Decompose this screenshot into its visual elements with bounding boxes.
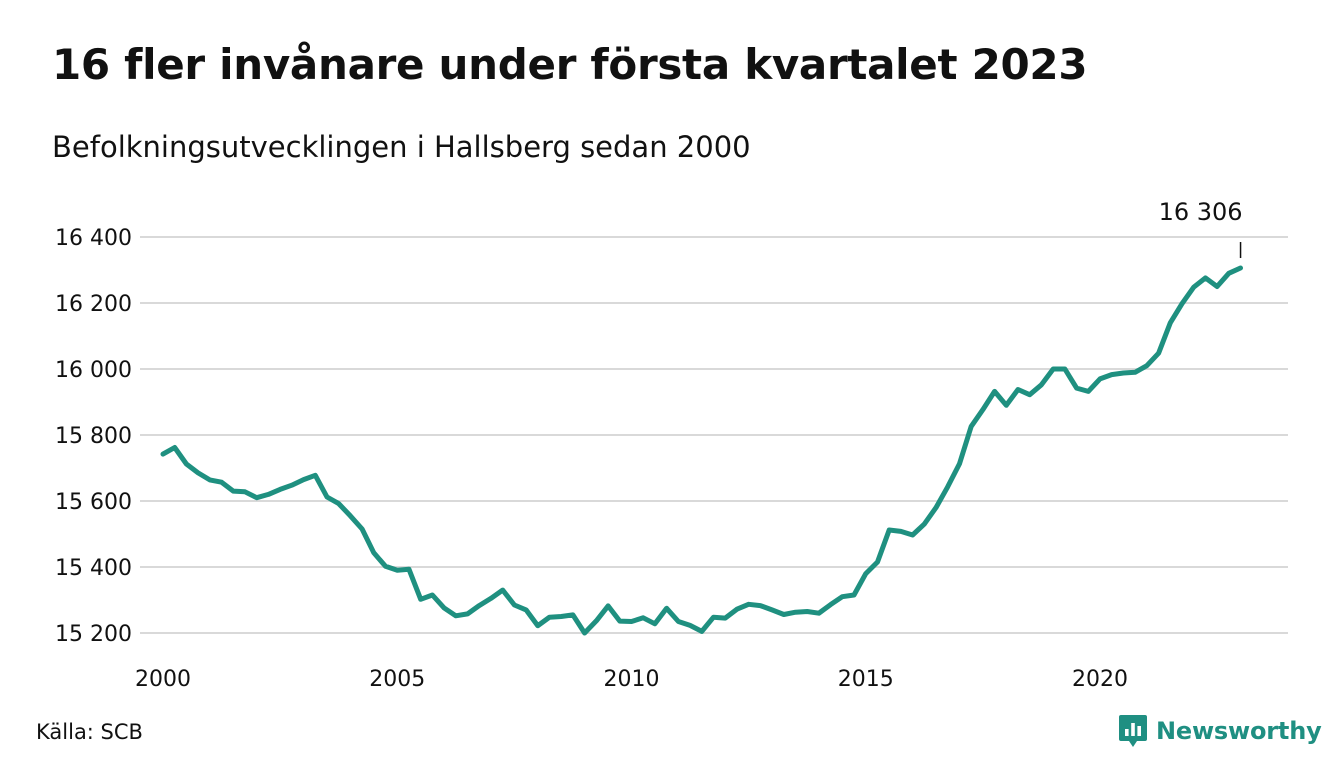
y-axis-ticks: 15 200 15 400 15 600 15 800 16 000 16 200 16 4… xyxy=(55,226,132,647)
y-tick-label: 16 000 xyxy=(55,358,132,383)
y-tick-label: 16 200 xyxy=(55,292,132,317)
series-layer xyxy=(160,265,1243,636)
series-line xyxy=(160,265,1243,636)
brand-logo: Newsworthy xyxy=(1118,714,1322,748)
y-tick-label: 15 400 xyxy=(55,556,132,581)
line-chart: 15 200 15 400 15 600 15 800 16 000 16 200 16 4… xyxy=(55,198,1288,692)
x-tick-label: 2015 xyxy=(838,667,894,692)
y-tick-label: 16 400 xyxy=(55,226,132,251)
y-tick-label: 15 200 xyxy=(55,622,132,647)
chart-title: 16 fler invånare under första kvartalet … xyxy=(52,40,1088,89)
brand-name: Newsworthy xyxy=(1156,717,1322,745)
annotation-label: 16 306 xyxy=(1159,198,1243,226)
x-tick-label: 2000 xyxy=(135,667,191,692)
chart-subtitle: Befolkningsutvecklingen i Hallsberg seda… xyxy=(52,130,751,164)
x-tick-label: 2005 xyxy=(369,667,425,692)
source-note: Källa: SCB xyxy=(36,720,143,744)
newsworthy-logo-icon xyxy=(1119,715,1147,747)
y-tick-label: 15 800 xyxy=(55,424,132,449)
x-axis-ticks: 2000 2005 2010 2015 2020 xyxy=(135,667,1128,692)
y-tick-label: 15 600 xyxy=(55,490,132,515)
x-tick-label: 2010 xyxy=(604,667,660,692)
x-tick-label: 2020 xyxy=(1072,667,1128,692)
annotation-layer: 16 306 xyxy=(1159,198,1243,259)
grid-lines xyxy=(140,236,1288,634)
